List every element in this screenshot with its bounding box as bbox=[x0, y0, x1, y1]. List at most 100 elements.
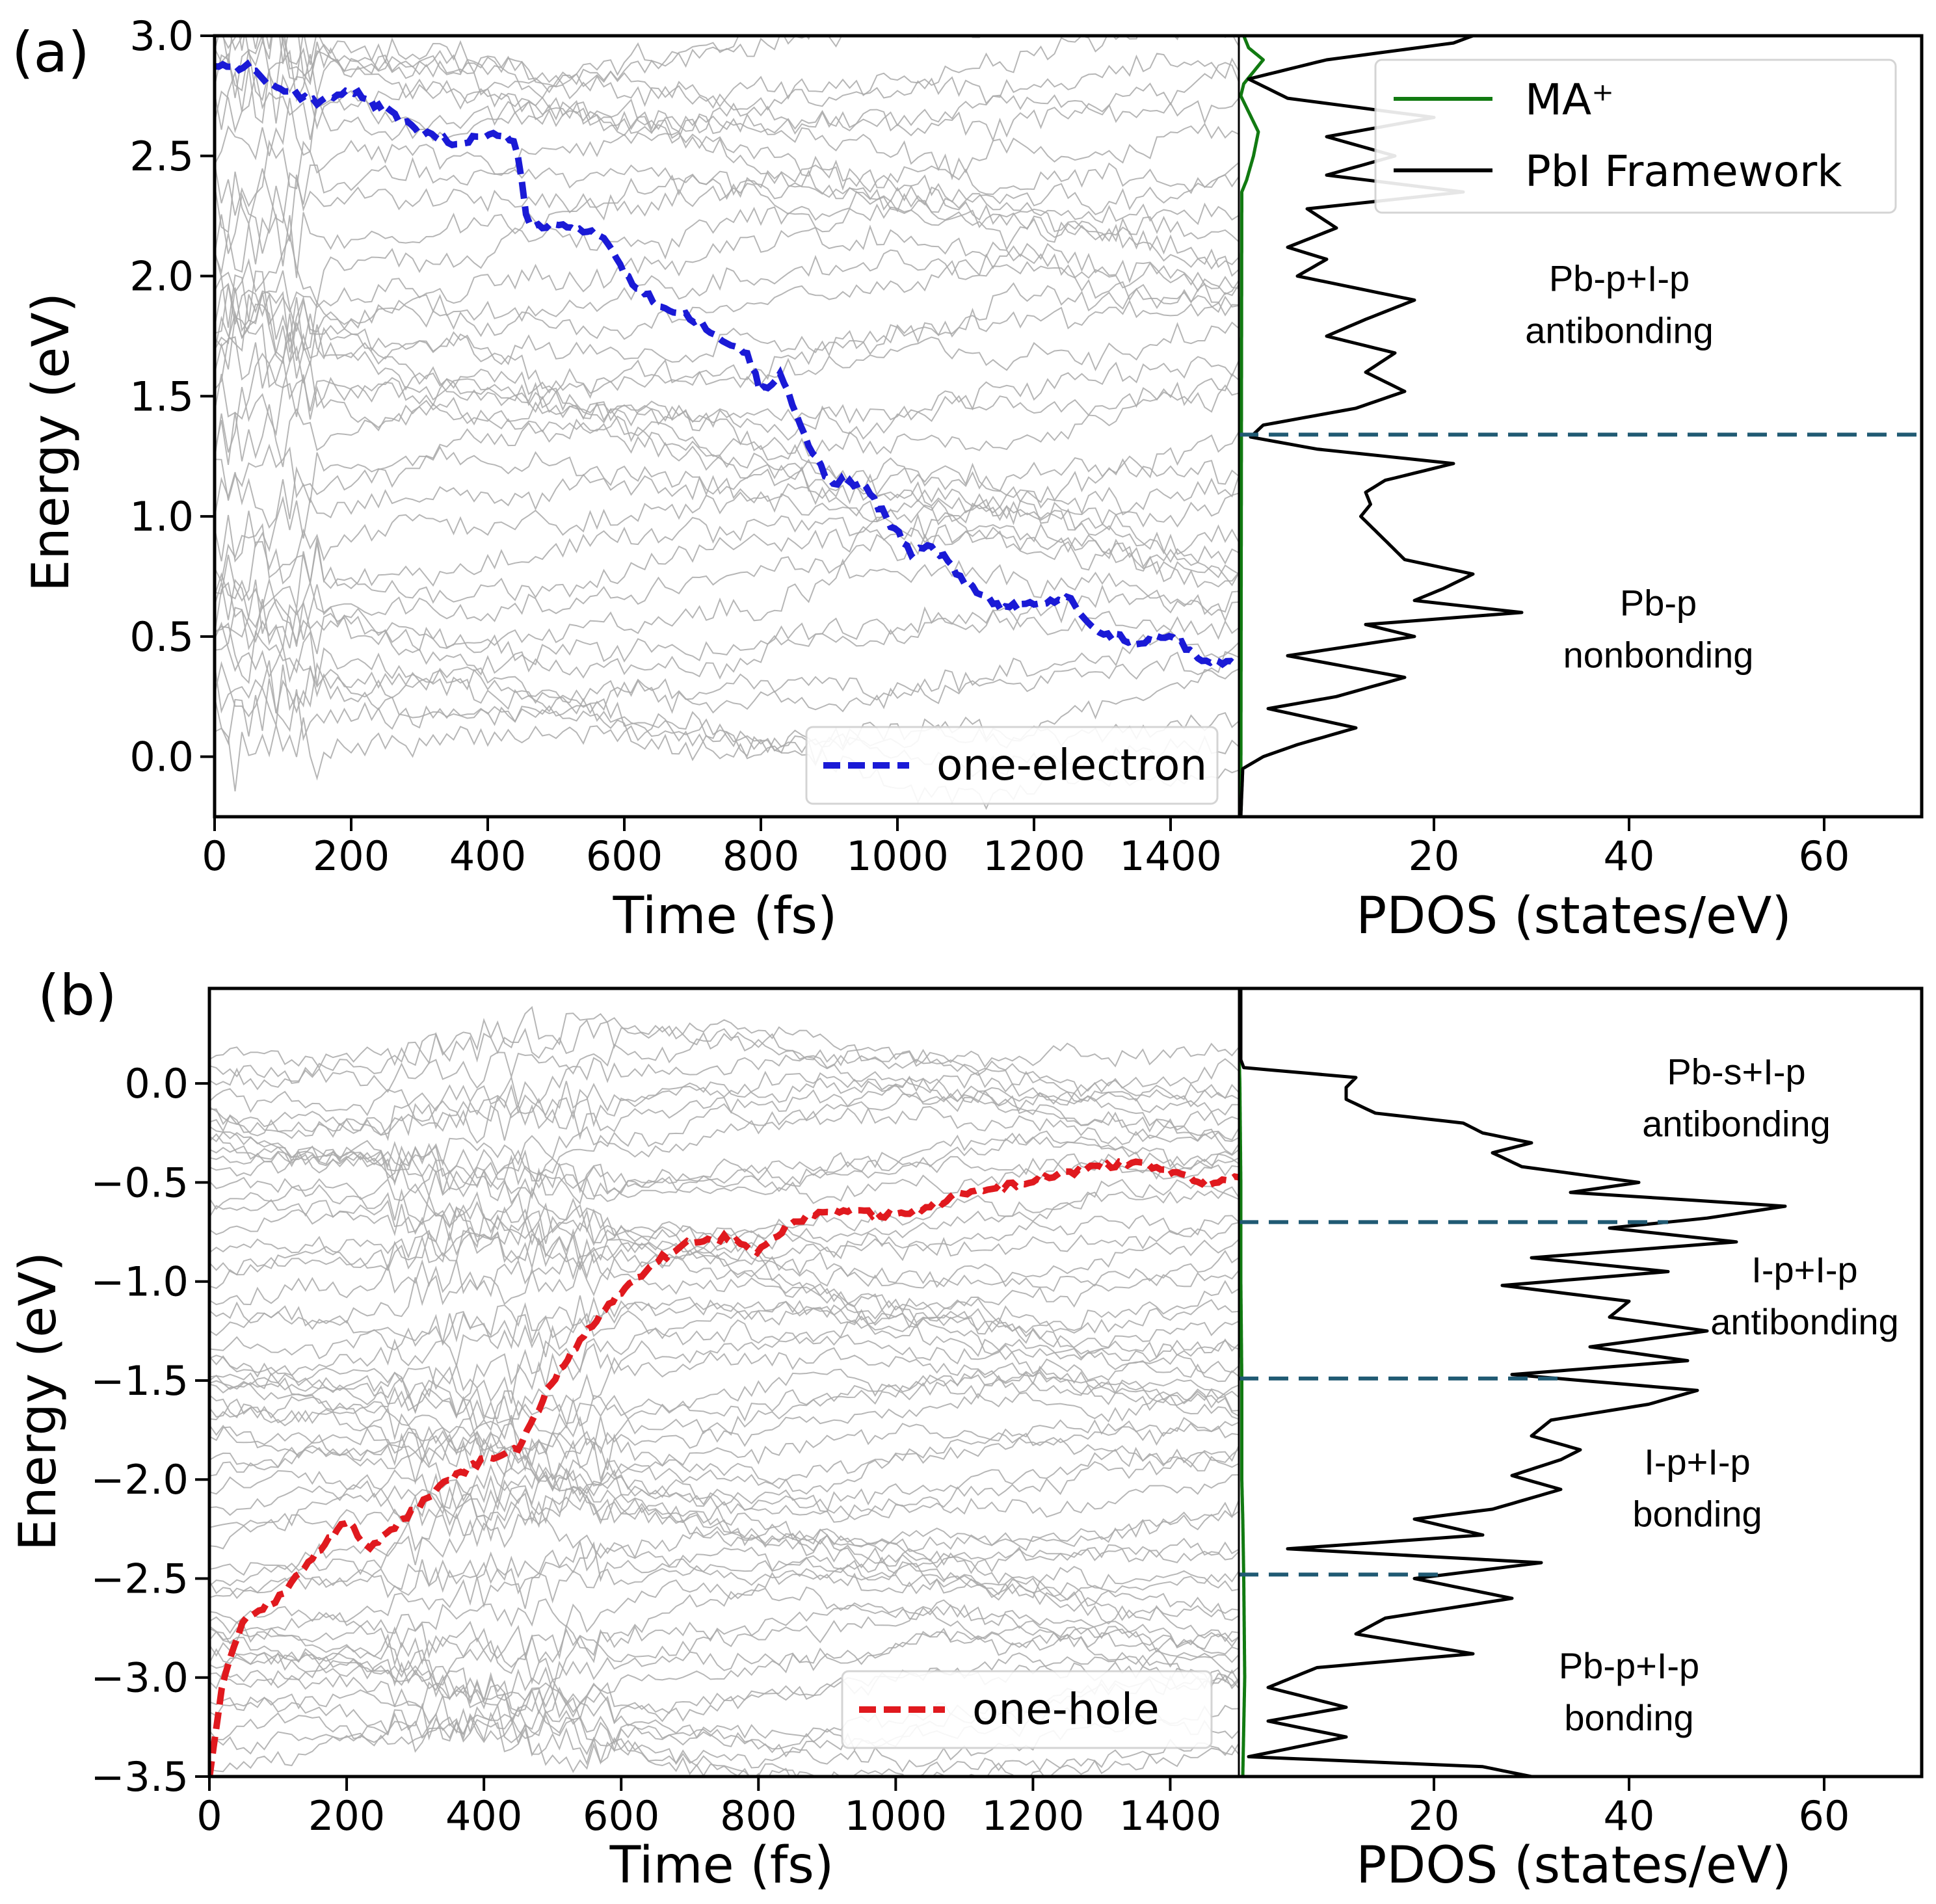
b-region-0-line1: Pb-s+I-p bbox=[1667, 1051, 1805, 1092]
b-y-tick-label: 0.0 bbox=[124, 1060, 189, 1107]
b-level-line bbox=[209, 1433, 1239, 1513]
a-pdos-x-tick-label: 40 bbox=[1604, 832, 1655, 880]
panel-a: (a) Pb-p+I-p antibonding Pb-p nonbonding 0 2… bbox=[12, 12, 1924, 945]
a-level-line bbox=[215, 468, 1239, 563]
a-level-line bbox=[215, 584, 1239, 680]
a-axes: 0 200 400 600 800 1000 1200 1400 0.0 0.5 1.0 1.5 2.0… bbox=[129, 12, 1924, 880]
b-background-levels bbox=[209, 1006, 1239, 1777]
a-pdos-legend: MA⁺ PbI Framework bbox=[1374, 59, 1897, 214]
b-pdos-x-tick-label: 20 bbox=[1409, 1792, 1460, 1840]
a-level-line bbox=[221, 36, 1239, 99]
b-level-line bbox=[209, 1706, 1239, 1777]
b-pdos-x-tick-label: 40 bbox=[1604, 1792, 1655, 1840]
a-level-line bbox=[215, 73, 1239, 181]
b-level-line bbox=[209, 1006, 1239, 1098]
b-pdos-curves bbox=[1239, 988, 1787, 1777]
panel-a-label: (a) bbox=[12, 20, 90, 85]
b-level-line bbox=[209, 1105, 1239, 1191]
pdos-legend-label-0: MA⁺ bbox=[1525, 75, 1614, 125]
b-region-1-line2: antibonding bbox=[1710, 1301, 1899, 1342]
a-x-tick-label: 600 bbox=[586, 832, 663, 880]
b-y-tick-label: −2.0 bbox=[90, 1456, 189, 1503]
a-level-line bbox=[215, 336, 1239, 441]
b-level-line bbox=[209, 1228, 1239, 1292]
b-level-line bbox=[209, 1391, 1239, 1462]
b-x-tick-label: 600 bbox=[583, 1792, 659, 1840]
b-level-line bbox=[209, 1303, 1239, 1400]
b-level-line bbox=[209, 1295, 1239, 1349]
b-level-line bbox=[209, 1301, 1239, 1363]
a-region-0-line1: Pb-p+I-p bbox=[1549, 258, 1690, 298]
b-level-line bbox=[209, 1092, 1239, 1180]
a-level-line bbox=[215, 66, 1239, 144]
b-level-line bbox=[209, 1426, 1239, 1485]
a-y-tick-label: 3.0 bbox=[129, 12, 194, 60]
b-level-line bbox=[209, 1447, 1239, 1523]
b-y-tick-label: −2.5 bbox=[90, 1555, 189, 1602]
b-series-one-hole-line bbox=[209, 1158, 1239, 1777]
b-y-tick-label: −3.5 bbox=[90, 1753, 189, 1801]
a-level-line bbox=[215, 491, 1239, 584]
b-level-line bbox=[209, 1366, 1239, 1453]
b-region-2-line1: I-p+I-p bbox=[1644, 1441, 1750, 1482]
a-level-line bbox=[215, 204, 1239, 306]
b-level-line bbox=[209, 1416, 1239, 1495]
a-y-tick-label: 1.5 bbox=[129, 373, 194, 420]
b-region-1-line1: I-p+I-p bbox=[1751, 1249, 1857, 1290]
b-level-line bbox=[209, 1017, 1239, 1070]
b-level-line bbox=[209, 1602, 1239, 1685]
a-level-line bbox=[215, 131, 1239, 216]
b-level-line bbox=[209, 1198, 1239, 1260]
a-y-tick-label: 0.5 bbox=[129, 613, 194, 661]
a-pdos-x-tick-label: 20 bbox=[1409, 832, 1460, 880]
a-level-line bbox=[215, 282, 1239, 365]
a-level-line bbox=[215, 182, 1239, 278]
b-y-tick-label: −3.0 bbox=[90, 1654, 189, 1702]
a-level-line bbox=[215, 523, 1239, 610]
b-level-line bbox=[209, 1620, 1239, 1713]
a-level-line bbox=[215, 284, 1239, 399]
b-level-line bbox=[209, 1362, 1239, 1425]
b-level-line bbox=[209, 1028, 1239, 1107]
b-axes: 0 200 400 600 800 1000 1200 1400 0.0 −0.5 −1.0 −1.5… bbox=[90, 986, 1924, 1840]
a-background-levels bbox=[215, 36, 1239, 810]
b-level-line bbox=[209, 1259, 1239, 1334]
b-legend-label: one-hole bbox=[972, 1684, 1160, 1734]
a-y-axis-title: Energy (eV) bbox=[22, 293, 81, 592]
a-x-axis-title: Time (fs) bbox=[613, 887, 838, 945]
a-level-line bbox=[215, 374, 1239, 492]
b-level-line bbox=[209, 1310, 1239, 1378]
b-level-line bbox=[209, 1204, 1239, 1262]
a-legend-label: one-electron bbox=[936, 740, 1207, 790]
a-level-line bbox=[230, 36, 817, 94]
a-x-tick-label: 400 bbox=[449, 832, 526, 880]
b-level-line bbox=[209, 1586, 1239, 1660]
a-level-line bbox=[215, 524, 1239, 647]
a-level-line bbox=[215, 96, 1239, 195]
b-level-line bbox=[209, 1054, 1239, 1117]
b-x-tick-label: 1000 bbox=[844, 1792, 947, 1840]
b-pdos-regions: Pb-s+I-p antibonding I-p+I-p antibonding I-p… bbox=[1559, 1051, 1899, 1738]
b-legend-box bbox=[841, 1670, 1213, 1749]
a-level-line bbox=[215, 416, 1239, 516]
a-y-tick-label: 2.0 bbox=[129, 253, 194, 300]
b-level-line bbox=[209, 1229, 1239, 1288]
b-x-tick-label: 1200 bbox=[982, 1792, 1085, 1840]
b-level-line bbox=[209, 1652, 1239, 1723]
b-level-line bbox=[209, 1072, 1239, 1141]
a-x-tick-label: 800 bbox=[723, 832, 799, 880]
b-level-line bbox=[209, 1541, 1239, 1621]
a-level-line bbox=[215, 174, 1239, 254]
b-region-0-line2: antibonding bbox=[1642, 1103, 1831, 1144]
pdos-legend-label-1: PbI Framework bbox=[1525, 146, 1842, 196]
a-frame bbox=[213, 34, 1924, 819]
b-level-line bbox=[209, 1176, 1239, 1243]
a-level-line bbox=[215, 36, 1239, 111]
b-level-line bbox=[209, 1565, 1239, 1625]
b-pdos-x-tick-label: 60 bbox=[1799, 1792, 1850, 1840]
b-level-line bbox=[209, 1474, 1239, 1568]
panel-b-label: (b) bbox=[38, 963, 117, 1028]
a-legend-box bbox=[805, 726, 1219, 805]
a-series-one-electron-line bbox=[215, 59, 1239, 669]
a-level-line bbox=[215, 36, 1180, 108]
